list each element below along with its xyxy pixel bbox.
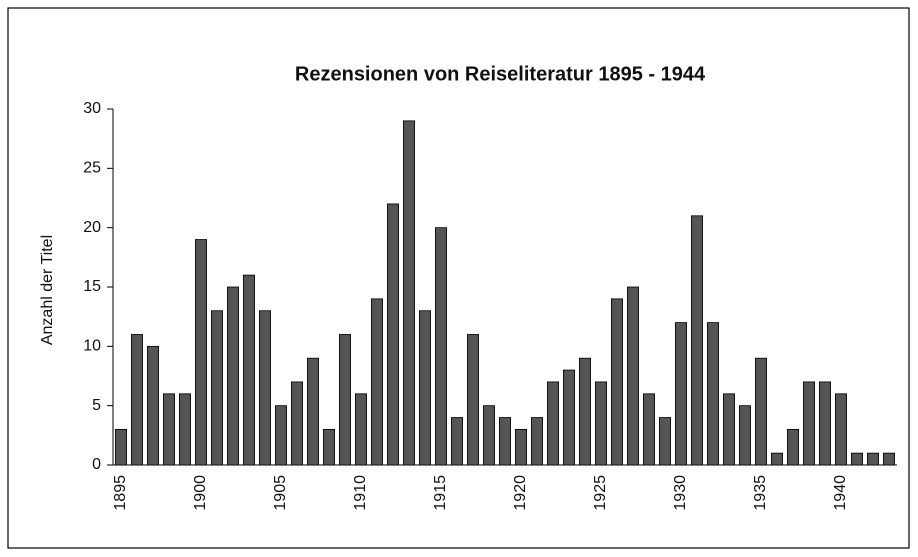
bar (627, 286, 640, 466)
y-tick-label: 30 (83, 100, 101, 117)
bar (482, 405, 495, 466)
bar (194, 239, 207, 466)
y-tick-label: 10 (83, 338, 101, 355)
x-tick-label: 1925 (592, 475, 609, 511)
bar (306, 357, 319, 466)
bar (707, 322, 720, 466)
x-tick-label: 1915 (432, 475, 449, 511)
bar (883, 452, 896, 466)
bar (178, 393, 191, 466)
bar (146, 345, 159, 466)
bar (162, 393, 175, 466)
bar (418, 310, 431, 466)
bar (563, 369, 576, 466)
bar (771, 452, 784, 466)
frame (7, 7, 910, 549)
bar (466, 334, 479, 466)
bar (611, 298, 624, 466)
chart-title: Rezensionen von Reiseliteratur 1895 - 19… (295, 63, 706, 85)
bar (515, 428, 528, 466)
bar (210, 310, 223, 466)
x-tick-label: 1930 (672, 475, 689, 511)
y-tick-label: 15 (83, 278, 101, 295)
bar (338, 334, 351, 466)
bar (386, 203, 399, 466)
bar (274, 405, 287, 466)
y-tick-label: 20 (83, 219, 101, 236)
bar (322, 428, 335, 466)
bar (659, 417, 672, 466)
bar (851, 452, 864, 466)
y-tick-label: 25 (83, 160, 101, 177)
bar (643, 393, 656, 466)
y-tick-label: 5 (92, 397, 101, 414)
bar (835, 393, 848, 466)
bar (675, 322, 688, 466)
bar (450, 417, 463, 466)
x-tick-label: 1935 (752, 475, 769, 511)
bar (402, 120, 415, 466)
bar (498, 417, 511, 466)
y-tick-label: 0 (92, 456, 101, 473)
bar (354, 393, 367, 466)
y-axis-label: Anzahl der Titel (39, 235, 56, 345)
bar (723, 393, 736, 466)
bar (226, 286, 239, 466)
bar (531, 417, 544, 466)
bar (370, 298, 383, 466)
bar (755, 357, 768, 466)
x-tick-label: 1900 (192, 475, 209, 511)
bar (803, 381, 816, 466)
bar (434, 227, 447, 466)
bar (595, 381, 608, 466)
x-tick-label: 1910 (352, 475, 369, 511)
bar (819, 381, 832, 466)
x-tick-label: 1920 (512, 475, 529, 511)
bar (547, 381, 560, 466)
bar (691, 215, 704, 466)
bar (242, 274, 255, 466)
x-tick-label: 1895 (112, 475, 129, 511)
bar (258, 310, 271, 466)
bar (787, 428, 800, 466)
bar (867, 452, 880, 466)
bar (579, 357, 592, 466)
bar (130, 334, 143, 466)
bar (115, 428, 128, 466)
x-tick-label: 1905 (272, 475, 289, 511)
bar (739, 405, 752, 466)
bar (290, 381, 303, 466)
x-tick-label: 1940 (832, 475, 849, 511)
